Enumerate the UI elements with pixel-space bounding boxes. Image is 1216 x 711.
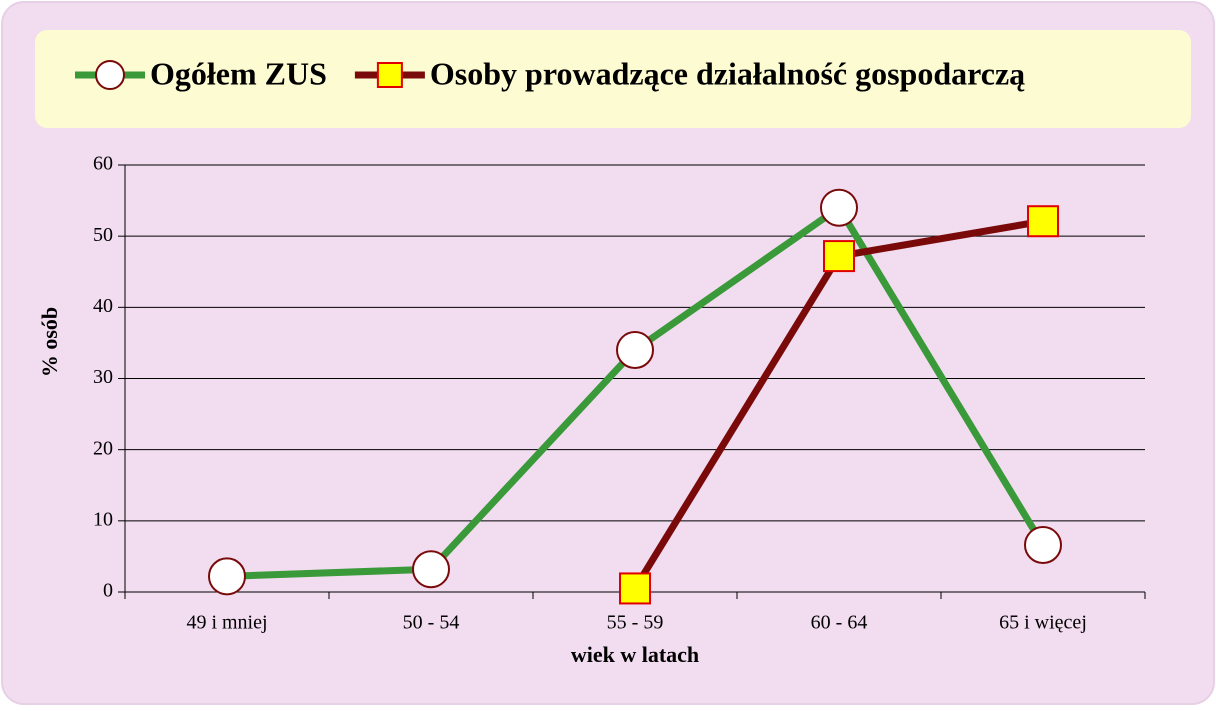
y-tick-label: 50 [93,224,113,246]
y-tick-label: 30 [93,366,113,388]
x-tick-label: 65 i więcej [999,612,1087,634]
legend-label: Osoby prowadzące działalność gospodarczą [430,55,1025,91]
marker [619,572,651,605]
x-tick-label: 49 i mniej [186,612,267,634]
y-axis-label: % osób [37,307,62,377]
legend-box [35,30,1191,128]
marker [208,557,246,596]
marker [823,240,855,273]
marker [820,188,858,227]
y-tick-label: 10 [93,508,113,530]
marker [616,331,654,370]
x-tick-label: 55 - 59 [607,612,664,634]
marker [412,550,450,589]
y-tick-label: 20 [93,437,113,459]
legend-marker [95,60,125,90]
legend-marker [376,62,403,88]
x-axis-label: wiek w latach [571,642,699,667]
y-tick-label: 40 [93,295,113,317]
x-tick-label: 50 - 54 [403,612,460,634]
y-tick-label: 0 [103,580,113,602]
x-tick-label: 60 - 64 [811,612,868,634]
marker [1027,205,1059,238]
marker [1024,526,1062,565]
y-tick-label: 60 [93,153,113,175]
legend-label: Ogółem ZUS [150,55,327,91]
